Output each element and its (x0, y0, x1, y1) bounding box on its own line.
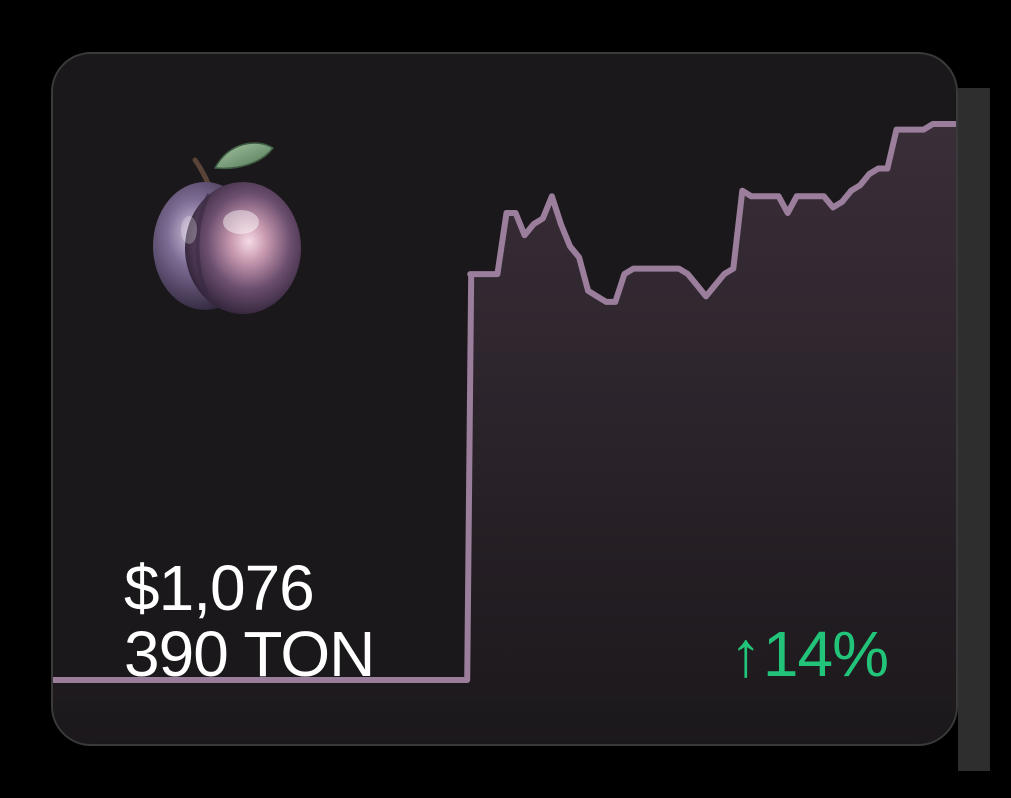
change-percent: 14% (762, 618, 889, 690)
price-chart (53, 121, 956, 744)
chart-area-fill (53, 124, 956, 744)
plum-icon (153, 142, 301, 314)
card-shadow (958, 88, 990, 771)
price-ton: 390 TON (124, 618, 375, 690)
price-usd: $1,076 (124, 552, 315, 624)
chart-series-line (53, 121, 956, 683)
change-indicator: ↑ 14% (729, 618, 889, 690)
arrow-up-icon: ↑ (729, 618, 762, 690)
asset-card[interactable]: $1,076 390 TON ↑ 14% (51, 52, 958, 746)
